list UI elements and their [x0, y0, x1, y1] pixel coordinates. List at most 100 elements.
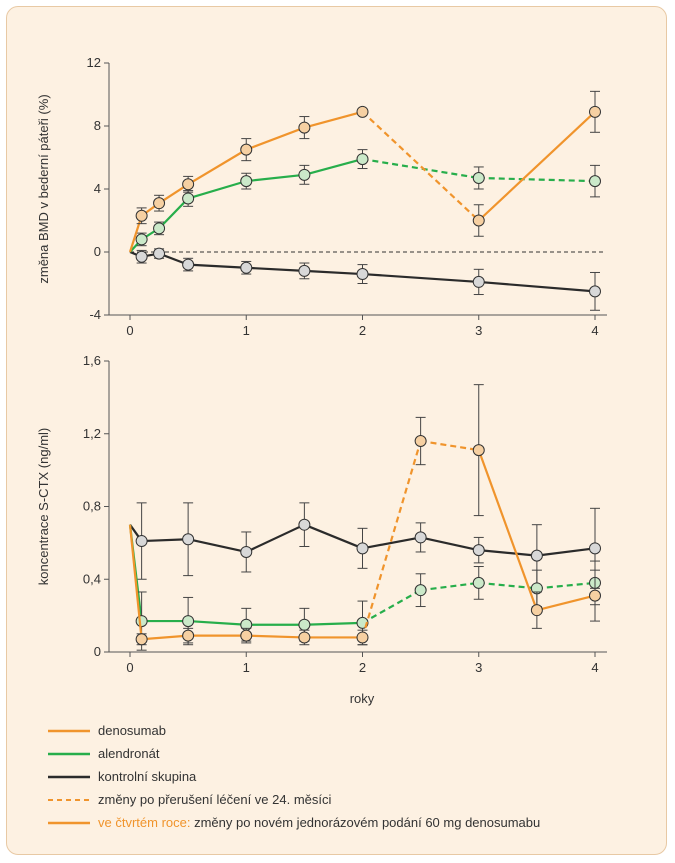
sctx-control-segment	[536, 547, 596, 557]
legend-swatch-dashed	[48, 799, 90, 801]
sctx-alendronat-segment	[361, 589, 422, 624]
bmd-alendronat-point	[298, 168, 311, 181]
sctx-y-axis-label: koncentrace S-CTX (ng/ml)	[36, 428, 51, 586]
bmd-denosumab-segment	[477, 111, 596, 222]
bmd-alendronat-point	[153, 222, 166, 235]
sctx-control-point	[298, 518, 311, 531]
sctx-y-tick-label: 1,2	[83, 426, 101, 441]
bmd-control-segment	[362, 272, 479, 284]
sctx-denosumab-point	[182, 629, 195, 642]
sctx-control-segment	[303, 523, 363, 550]
bmd-denosumab-segment	[245, 126, 305, 151]
sctx-control-point	[240, 545, 253, 558]
sctx-denosumab-segment	[361, 440, 422, 638]
bmd-denosumab-point	[240, 143, 253, 156]
sctx-denosumab-segment	[477, 449, 538, 611]
sctx-denosumab-point	[356, 631, 369, 644]
legend-item-alendronat: alendronát	[48, 742, 648, 765]
sctx-y-tick-label: 0	[94, 644, 101, 659]
legend-item-denosumab: denosumab	[48, 719, 648, 742]
bmd-denosumab-segment	[128, 215, 143, 253]
sctx-control-segment	[478, 549, 537, 557]
sctx-control-point	[472, 544, 485, 557]
sctx-x-tick-label: 4	[591, 660, 598, 675]
sctx-denosumab-segment	[128, 524, 143, 640]
sctx-y-tick-label: 0,8	[83, 499, 101, 514]
legend-label-control: kontrolní skupina	[98, 769, 197, 784]
bmd-denosumab-point	[472, 214, 485, 227]
bmd-alendronat-segment	[187, 180, 247, 200]
sctx-x-tick-label: 0	[126, 660, 133, 675]
bmd-alendronat-point	[356, 153, 369, 166]
sctx-control-point	[530, 549, 543, 562]
sctx-denosumab-segment	[420, 439, 479, 452]
sctx-alendronat-point	[472, 576, 485, 589]
sctx-denosumab-point	[414, 435, 427, 448]
bmd-y-tick-label: 4	[94, 181, 101, 196]
sctx-alendronat-point	[135, 615, 148, 628]
bmd-y-tick-label: -4	[89, 307, 101, 322]
bmd-denosumab-point	[135, 209, 148, 222]
bmd-control-segment	[304, 269, 363, 276]
bmd-y-tick-label: 0	[94, 244, 101, 259]
legend-swatch-control	[48, 775, 90, 779]
sctx-control-point	[135, 535, 148, 548]
sctx-alendronat-segment	[188, 619, 247, 626]
bmd-control-point	[240, 261, 253, 274]
sctx-alendronat-segment	[536, 581, 596, 590]
bmd-denosumab-segment	[187, 148, 247, 186]
legend-label-alendronat: alendronát	[98, 746, 160, 761]
bmd-y-axis-label: změna BMD v bederní páteři (%)	[36, 94, 51, 283]
sctx-x-tick-label: 1	[243, 660, 250, 675]
sctx-y-tick-label: 0,4	[83, 571, 101, 586]
bmd-y-tick-label: 12	[87, 55, 101, 70]
legend-swatch-alendronat	[48, 752, 90, 756]
sctx-denosumab-point	[589, 589, 601, 602]
legend-label-fourth-year-highlight: ve čtvrtém roce:	[98, 815, 191, 830]
bmd-alendronat-point	[240, 175, 253, 188]
sctx-alendronat-point	[298, 618, 311, 631]
bmd-denosumab-point	[298, 121, 311, 134]
sctx-alendronat-point	[414, 584, 427, 597]
sctx-alendronat-segment	[420, 581, 479, 592]
bmd-x-tick-label: 2	[359, 323, 366, 338]
bmd-alendronat-segment	[478, 176, 596, 183]
sctx-control-point	[589, 542, 601, 555]
sctx-control-segment	[141, 538, 189, 543]
sctx-denosumab-point	[472, 444, 485, 457]
sctx-control-point	[414, 531, 427, 544]
bmd-alendronat-segment	[246, 173, 305, 183]
legend-swatch-denosumab	[48, 729, 90, 733]
sctx-control-segment	[245, 523, 305, 553]
sctx-alendronat-segment	[304, 621, 363, 626]
bmd-denosumab-point	[153, 197, 166, 210]
sctx-control-segment	[362, 536, 421, 550]
sctx-denosumab-segment	[141, 634, 189, 641]
bmd-denosumab-segment	[361, 111, 480, 222]
bmd-alendronat-point	[182, 192, 195, 205]
sctx-chart: 0 0,4 0,8 1,2 1,6 0 1 2 3 4 koncentrace S-CTX (ng/…	[36, 353, 607, 706]
bmd-control-point	[589, 285, 601, 298]
sctx-denosumab-point	[530, 604, 543, 617]
bmd-control-segment	[246, 266, 305, 272]
bmd-denosumab-point	[356, 105, 369, 118]
sctx-denosumab-segment	[246, 634, 305, 639]
legend-label-dashed: změny po přerušení léčení ve 24. měsíci	[98, 792, 332, 807]
sctx-x-axis-label: roky	[350, 691, 375, 706]
legend-label-fourth-year-rest: změny po novém jednorázovém podání 60 mg…	[190, 815, 541, 830]
sctx-denosumab-point	[298, 631, 311, 644]
sctx-x-tick-label: 2	[359, 660, 366, 675]
bmd-control-point	[135, 250, 148, 263]
bmd-control-point	[153, 247, 166, 260]
bmd-denosumab-segment	[304, 110, 363, 129]
bmd-alendronat-segment	[158, 197, 189, 230]
sctx-denosumab-point	[240, 629, 253, 642]
sctx-denosumab-point	[135, 633, 148, 646]
bmd-y-tick-label: 8	[94, 118, 101, 133]
legend-item-dashed: změny po přerušení léčení ve 24. měsíci	[48, 788, 648, 811]
bmd-alendronat-point	[135, 233, 148, 246]
bmd-alendronat-point	[472, 171, 485, 184]
bmd-alendronat-segment	[362, 157, 479, 180]
